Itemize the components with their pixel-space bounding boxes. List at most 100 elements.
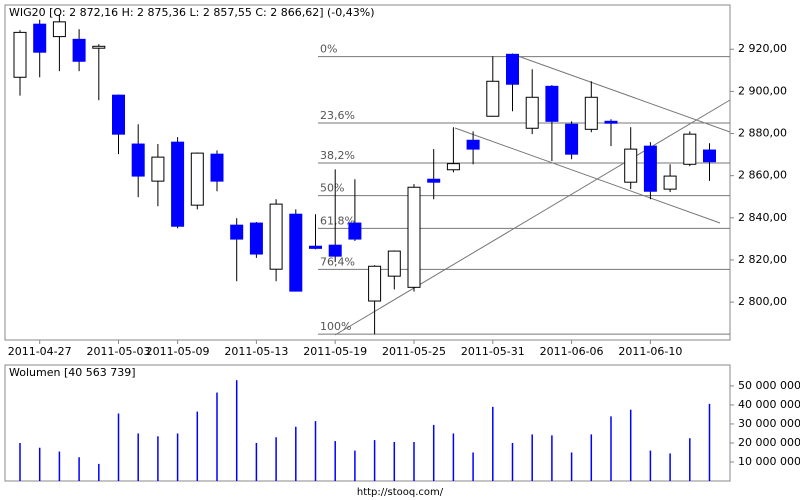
volume-bar [393, 442, 396, 481]
candle-body [151, 156, 165, 182]
candle-body [387, 250, 401, 277]
x-tick-label: 2011-05-03 [87, 345, 151, 358]
fib-label: 0% [320, 43, 337, 56]
candle-body [210, 153, 224, 182]
volume-bar [590, 434, 593, 481]
candle-body [92, 45, 106, 49]
volume-bar [275, 437, 277, 481]
x-tick-label: 2011-05-31 [461, 345, 525, 358]
candle-body [565, 123, 579, 155]
candle-body [13, 31, 27, 78]
volume-bar [176, 433, 179, 481]
fib-label: 38,2% [320, 149, 355, 162]
fib-label: 50% [320, 182, 344, 195]
x-tick-label: 2011-04-27 [8, 345, 72, 358]
candle-body [506, 53, 519, 85]
candle-body [190, 152, 204, 206]
fib-label: 23,6% [320, 109, 355, 122]
x-tick-label: 2011-05-13 [224, 345, 288, 358]
volume-bar [531, 434, 533, 481]
y-tick-label: 50 000 000 [738, 379, 800, 392]
trend-line [514, 54, 731, 133]
candle-body [643, 145, 657, 192]
x-tick-label: 2011-06-10 [618, 345, 682, 358]
fib-label: 76,4% [320, 255, 355, 268]
volume-bar [492, 406, 494, 481]
candle-body [525, 96, 539, 129]
volume-bar [432, 424, 435, 481]
volume-bar [629, 409, 632, 481]
y-tick-label: 2 840,00 [738, 211, 787, 224]
candle-body [663, 175, 677, 190]
candle-body [289, 213, 303, 292]
fib-label: 100% [320, 320, 351, 333]
volume-bar [373, 440, 376, 481]
candle-body [584, 96, 598, 130]
y-tick-label: 2 820,00 [738, 253, 787, 266]
y-tick-label: 40 000 000 [738, 398, 800, 411]
trend-line [334, 99, 731, 336]
volume-bar [452, 433, 455, 481]
candle-body [112, 94, 125, 135]
volume-bar [689, 438, 691, 481]
volume-bar [157, 436, 159, 481]
y-tick-label: 10 000 000 [738, 455, 800, 468]
candle-body [72, 38, 86, 62]
candle-body [348, 222, 362, 240]
candle-body [446, 163, 460, 171]
candle-body [269, 203, 283, 270]
y-tick-label: 2 920,00 [738, 42, 787, 55]
volume-bar [669, 453, 671, 481]
candle-body [683, 133, 697, 165]
trend-lines [334, 54, 731, 336]
candle-body [703, 149, 716, 163]
y-tick-label: 2 860,00 [738, 169, 787, 182]
volume-bar [196, 411, 199, 481]
volume-bar [78, 457, 80, 481]
candle-body [368, 265, 382, 302]
volume-bar [38, 447, 41, 481]
volume-bar [472, 452, 474, 481]
volume-bar [610, 416, 612, 481]
volume-bar [649, 450, 652, 481]
volume-bar [137, 433, 139, 481]
candle-body [604, 120, 618, 124]
y-tick-label: 30 000 000 [738, 417, 800, 430]
volume-bar [334, 441, 336, 481]
volume-bar [354, 450, 356, 481]
volume-bar [413, 442, 415, 481]
candle-body [624, 148, 638, 183]
price-panel [4, 4, 731, 341]
candle-body [545, 85, 559, 122]
volume-panel [4, 364, 731, 482]
candle-body [407, 186, 421, 288]
candle-body [230, 224, 244, 240]
volume-bar [58, 451, 61, 481]
y-tick-label: 20 000 000 [738, 436, 800, 449]
volume-bar [295, 426, 297, 481]
footer: http://stooq.com/ [357, 487, 444, 498]
volume-bar [570, 452, 573, 481]
candle-body [33, 23, 47, 53]
candle-body [466, 139, 480, 150]
y-tick-label: 2 800,00 [738, 295, 787, 308]
candle-body [309, 245, 322, 249]
trend-line [454, 127, 721, 224]
x-tick-label: 2011-06-06 [540, 345, 604, 358]
volume-bar [708, 403, 711, 481]
y-tick-label: 2 880,00 [738, 127, 787, 140]
chart-title: WIG20 [O: 2 872,16 H: 2 875,36 L: 2 857,… [9, 6, 375, 19]
x-tick-label: 2011-05-25 [382, 345, 446, 358]
candle-body [171, 141, 185, 227]
volume-bar [511, 442, 514, 481]
volume-bar [551, 435, 553, 481]
volume-bar [98, 463, 100, 481]
volume-bar [255, 442, 258, 481]
volume-bar [19, 442, 21, 481]
candle-body [328, 244, 342, 257]
volume-bar [117, 413, 120, 481]
candle-body [486, 80, 500, 117]
volume-bar [216, 392, 218, 481]
candle-body [249, 222, 263, 255]
